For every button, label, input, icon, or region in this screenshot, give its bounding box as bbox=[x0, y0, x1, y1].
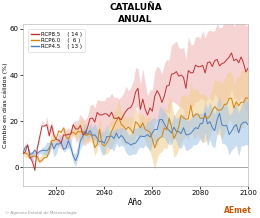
Legend: RCP8.5    ( 14 ), RCP6.0    (  6 ), RCP4.5    ( 13 ): RCP8.5 ( 14 ), RCP6.0 ( 6 ), RCP4.5 ( 13… bbox=[28, 29, 85, 52]
X-axis label: Año: Año bbox=[128, 198, 143, 206]
Text: AEmet: AEmet bbox=[224, 206, 252, 215]
Text: © Agencia Estatal de Meteorología: © Agencia Estatal de Meteorología bbox=[5, 211, 77, 215]
Y-axis label: Cambio en días cálidos (%): Cambio en días cálidos (%) bbox=[3, 62, 8, 148]
Title: CATALUÑA
ANUAL: CATALUÑA ANUAL bbox=[109, 3, 162, 24]
